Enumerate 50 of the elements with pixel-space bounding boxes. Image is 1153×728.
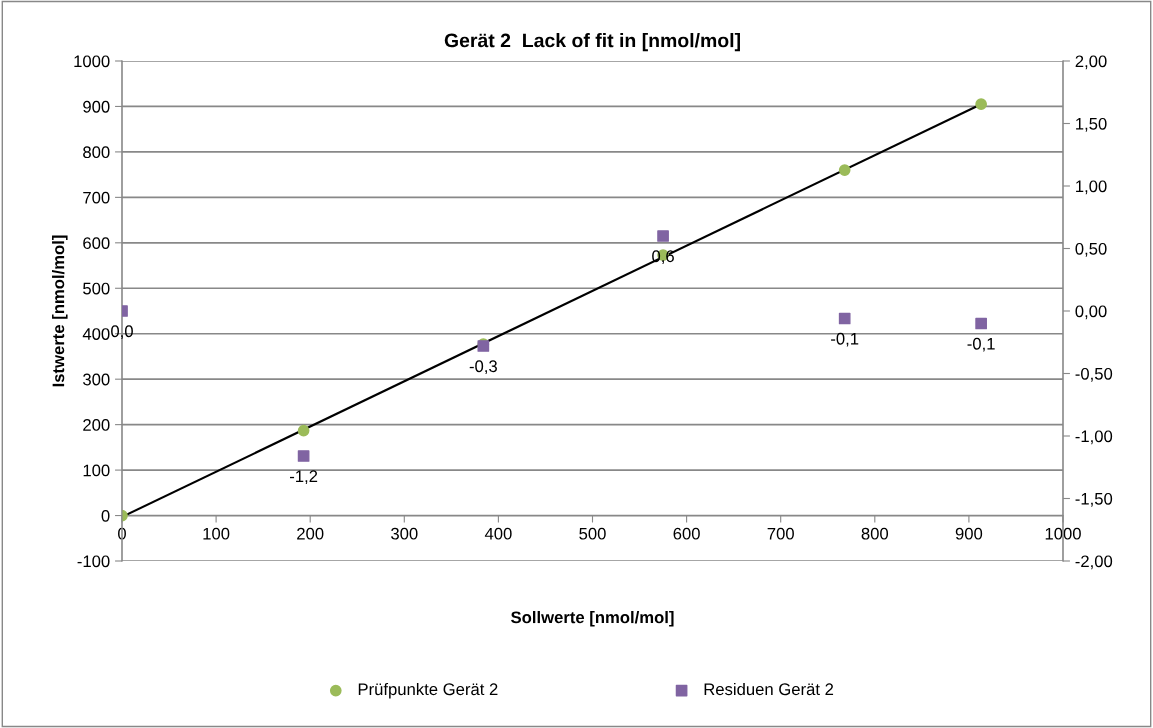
legend-label: Residuen Gerät 2	[704, 682, 834, 696]
x-tick-label: 900	[955, 527, 983, 540]
y2-tick-label: 0,00	[1075, 305, 1107, 320]
y-tick-label: 400	[82, 328, 110, 340]
y-axis-title: Istwerte [nmol/mol]	[52, 235, 68, 387]
x-tick-label: 0	[118, 527, 126, 540]
x-tick-label: 700	[767, 527, 794, 540]
point	[975, 317, 987, 330]
x-tick-label: 600	[673, 527, 700, 540]
point	[838, 312, 851, 325]
y-tick-label: 700	[83, 191, 110, 204]
y2-tick-label: 2,00	[1075, 55, 1107, 70]
point	[975, 98, 987, 111]
y-tick-label: 600	[83, 237, 110, 250]
x-tick-label: 300	[391, 527, 418, 540]
x-tick-label: 200	[297, 527, 324, 540]
point	[297, 424, 310, 437]
point	[838, 164, 851, 176]
y-tick-label: 900	[83, 100, 110, 113]
x-tick-label: 100	[203, 527, 230, 540]
y-tick-label: 500	[83, 282, 110, 295]
data-label: -0,3	[469, 360, 497, 375]
y-tick-label: 200	[83, 419, 110, 431]
y2-tick-label: -1,50	[1075, 492, 1113, 507]
x-axis-title: Sollwerte [nmol/mol]	[511, 611, 674, 627]
y-tick-label: 1000	[74, 55, 110, 68]
data-label: -1,2	[289, 470, 318, 485]
x-tick-label: 800	[861, 527, 889, 540]
x-tick-label: 1000	[1045, 527, 1081, 540]
data-label: 0,0	[111, 325, 133, 340]
point	[297, 450, 310, 462]
y2-tick-label: -0,50	[1075, 367, 1113, 382]
y-tick-label: -100	[77, 555, 110, 568]
point	[657, 230, 669, 242]
y2-tick-label: 0,50	[1075, 242, 1107, 257]
x-tick-label: 500	[579, 527, 606, 540]
y2-tick-label: 1,50	[1076, 117, 1107, 132]
legend-label: Prüfpunkte Gerät 2	[358, 682, 498, 699]
y2-tick-label: 1,00	[1076, 180, 1107, 195]
chart-title: Gerät 2 Lack of fit in [nmol/mol]	[444, 33, 740, 52]
y-tick-label: 800	[83, 146, 110, 159]
y-tick-label: 0	[101, 509, 110, 522]
y2-tick-label: -2,00	[1075, 555, 1113, 570]
y-tick-label: 300	[83, 373, 110, 386]
data-label: 0,6	[652, 250, 674, 265]
x-tick-label: 400	[484, 527, 512, 540]
data-label: -0,1	[967, 337, 995, 352]
data-label: -0,1	[831, 332, 859, 347]
y2-tick-label: -1,00	[1075, 430, 1113, 445]
y-tick-label: 100	[83, 464, 110, 477]
